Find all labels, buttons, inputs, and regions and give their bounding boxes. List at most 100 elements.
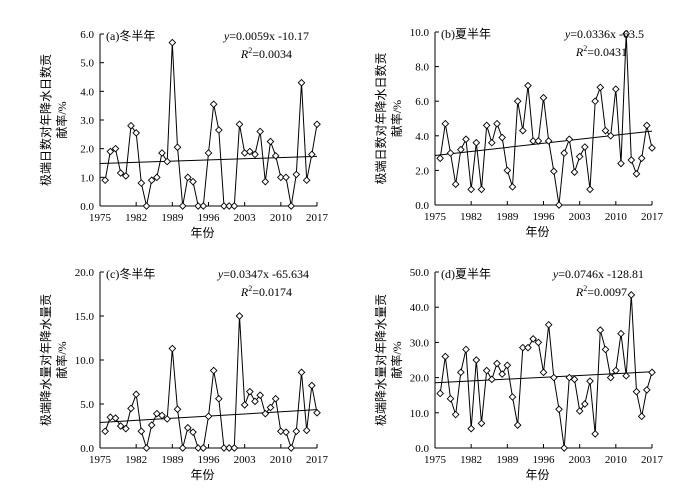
data-point [199, 444, 208, 452]
series-line [104, 315, 318, 450]
data-point [498, 133, 507, 142]
data-point [549, 373, 558, 382]
data-point [632, 170, 641, 178]
data-point [477, 419, 486, 428]
x-tick-label: 2003 [569, 211, 592, 223]
y-axis-label: 极端日数对年降水日数贡 [38, 54, 53, 186]
data-point [292, 170, 301, 179]
data-point [456, 145, 465, 154]
series-line [439, 294, 653, 449]
data-point [637, 412, 646, 421]
data-point [560, 444, 569, 452]
data-point [482, 366, 491, 375]
data-point [513, 97, 522, 106]
data-point [529, 335, 538, 343]
data-point [477, 185, 486, 194]
data-point [189, 428, 197, 436]
data-point [472, 138, 481, 147]
data-point [173, 405, 182, 414]
data-point [297, 368, 306, 377]
data-point [451, 180, 460, 189]
data-point [282, 173, 290, 182]
data-point [127, 404, 135, 413]
data-point [518, 126, 527, 135]
data-point [276, 427, 285, 436]
data-point [648, 368, 656, 377]
data-point [601, 126, 610, 135]
data-point [127, 121, 135, 130]
data-point [642, 386, 651, 394]
trend-equation: y=0.0746x -128.81 [552, 267, 644, 281]
data-point [617, 159, 625, 168]
series-line [104, 42, 318, 207]
data-point [256, 391, 265, 400]
data-point [132, 129, 141, 137]
x-tick-label: 1975 [424, 211, 447, 223]
data-point [467, 424, 476, 433]
data-point [627, 291, 636, 299]
y-tick-label: 15.0 [75, 311, 95, 323]
data-point [271, 151, 280, 160]
data-point [225, 202, 234, 210]
x-tick-label: 1989 [161, 454, 184, 466]
x-tick-label: 1989 [161, 212, 184, 224]
data-point [178, 202, 187, 210]
x-tick-label: 2010 [605, 211, 628, 223]
data-point [158, 411, 166, 420]
data-point [147, 176, 156, 185]
data-point [570, 375, 579, 384]
data-point [194, 444, 203, 452]
r-squared: R2=0.0174 [240, 284, 292, 299]
data-point [101, 176, 110, 185]
x-axis-label: 年份 [190, 226, 214, 240]
trend-line [99, 155, 318, 165]
trend-equation: y=0.0336x -63.5 [564, 27, 644, 41]
x-axis-label: 年份 [190, 468, 214, 482]
data-point [116, 422, 125, 430]
data-point [534, 338, 543, 347]
data-point [611, 366, 620, 375]
y-axis-label: 献率/% [54, 341, 69, 378]
y-tick-label: 2.0 [415, 165, 429, 177]
panel-label: (d)夏半年 [441, 267, 491, 281]
data-point [313, 408, 321, 417]
data-point [580, 400, 589, 408]
data-point [240, 401, 249, 409]
y-tick-label: 6.0 [415, 96, 429, 108]
data-point [168, 344, 177, 353]
data-point [487, 138, 496, 147]
r-squared: R2=0.0431 [575, 44, 627, 59]
x-tick-label: 2003 [234, 212, 257, 224]
y-tick-label: 3.0 [80, 115, 94, 127]
data-point [168, 38, 177, 47]
data-point [462, 135, 470, 144]
x-tick-label: 2017 [641, 454, 664, 466]
data-point [524, 343, 532, 352]
data-point [575, 407, 584, 415]
y-tick-label: 0.0 [80, 201, 94, 213]
data-point [544, 137, 553, 145]
x-axis-label: 年份 [525, 468, 549, 482]
x-tick-label: 2010 [605, 454, 628, 466]
x-tick-label: 2017 [306, 212, 329, 224]
y-axis-label: 极端日数对年降水日数贡 [373, 52, 388, 184]
trend-equation: y=0.0347x -65.634 [217, 267, 309, 281]
data-point [575, 152, 584, 161]
data-point [142, 444, 151, 452]
data-point [534, 137, 543, 145]
y-tick-label: 50.0 [410, 267, 430, 279]
y-tick-label: 10.0 [75, 355, 95, 367]
data-point [199, 202, 208, 210]
data-point [580, 143, 589, 151]
data-point [235, 120, 244, 129]
data-point [137, 179, 146, 187]
x-tick-label: 1989 [496, 454, 519, 466]
data-point [214, 126, 223, 134]
data-point [544, 320, 553, 329]
data-point [596, 83, 605, 92]
data-point [152, 173, 161, 182]
chart-panel-1: 0.0 2.0 4.0 6.0 8.0 10.0 1975 1982 1989 1996 2003 2… [373, 27, 664, 239]
data-point [287, 444, 296, 452]
data-point [622, 29, 631, 38]
data-point [611, 85, 620, 93]
